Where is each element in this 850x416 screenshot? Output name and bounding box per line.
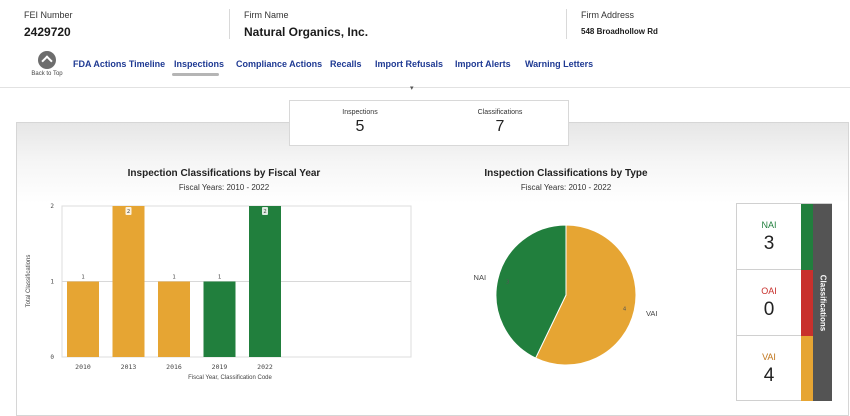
nav-recalls[interactable]: Recalls xyxy=(330,59,362,69)
firm-address-value: 548 Broadhollow Rd xyxy=(581,27,658,36)
legend-item-nai[interactable]: NAI 3 xyxy=(737,204,801,270)
nav-inspections[interactable]: Inspections xyxy=(174,59,225,69)
legend-oai-count: 0 xyxy=(763,299,775,320)
fei-number-value: 2429720 xyxy=(24,25,71,39)
nav-import-alerts[interactable]: Import Alerts xyxy=(455,59,511,69)
pie-chart-subtitle: Fiscal Years: 2010 - 2022 xyxy=(520,183,612,192)
legend-oai-name: OAI xyxy=(761,286,777,296)
classifications-tab-label: Classifications xyxy=(818,274,827,331)
nav-fda-actions-timeline[interactable]: FDA Actions Timeline xyxy=(73,59,166,69)
classifications-count-label: Classifications xyxy=(477,109,523,116)
bar-2010[interactable] xyxy=(67,281,99,358)
bar-x-tick-label: 2013 xyxy=(121,363,137,371)
pie-chart-title: Inspection Classifications by Type xyxy=(484,168,648,179)
legend-nai-count: 3 xyxy=(763,233,775,254)
pie-data-label: 3 xyxy=(506,280,509,286)
firm-name-label: Firm Name xyxy=(244,10,289,20)
arrow-up-icon xyxy=(38,51,56,69)
bar-x-tick-label: 2010 xyxy=(75,363,91,371)
firm-address-cell: Firm Address 548 Broadhollow Rd xyxy=(581,10,658,36)
bar-chart: 1 2 1 1 2 2010 2013 2016 2019 2022 0 1 2 Total Cla… xyxy=(26,203,412,381)
pie-chart: 4 VAI 3 NAI xyxy=(474,224,658,366)
pie-category-label: VAI xyxy=(646,309,658,318)
section-nav: Back to Top FDA Actions Timeline Inspect… xyxy=(0,46,850,88)
legend-oai-color-bar xyxy=(801,270,813,336)
nav-compliance-actions[interactable]: Compliance Actions xyxy=(236,59,323,69)
bar-data-label: 1 xyxy=(81,275,84,281)
bar-data-label: 1 xyxy=(172,275,175,281)
bar-x-axis-label: Fiscal Year, Classification Code xyxy=(188,375,272,381)
bar-label-bg xyxy=(262,207,268,215)
pie-category-label: NAI xyxy=(474,273,487,282)
bar-2016[interactable] xyxy=(158,281,190,358)
back-to-top-button[interactable]: Back to Top xyxy=(30,51,64,77)
bar-y-tick-label: 1 xyxy=(50,279,54,286)
firm-address-label: Firm Address xyxy=(581,10,635,20)
bar-y-axis-label: Total Classifications xyxy=(26,255,32,308)
firm-name-value: Natural Organics, Inc. xyxy=(244,25,369,39)
pie-slice-vai[interactable] xyxy=(534,224,637,366)
legend-nai-name: NAI xyxy=(761,220,777,230)
pie-slice-nai[interactable] xyxy=(495,224,567,359)
legend-nai-color-bar xyxy=(801,204,813,270)
classifications-count-value: 7 xyxy=(495,118,505,135)
classifications-count: Classifications 7 xyxy=(450,109,550,136)
classifications-tab[interactable]: Classifications xyxy=(813,204,832,401)
bar-x-tick-label: 2016 xyxy=(166,363,182,371)
header-divider xyxy=(566,9,567,39)
legend-vai-name: VAI xyxy=(762,352,776,362)
bar-data-label: 1 xyxy=(218,275,221,281)
header-divider xyxy=(229,9,230,39)
bar-y-tick-label: 0 xyxy=(50,354,54,361)
legend-vai-count: 4 xyxy=(763,365,775,386)
caret-down-icon: ▾ xyxy=(410,85,414,92)
legend-item-vai[interactable]: VAI 4 xyxy=(737,336,801,402)
classifications-legend: NAI 3 OAI 0 VAI 4 Classifications xyxy=(736,203,832,401)
legend-item-oai[interactable]: OAI 0 xyxy=(737,270,801,336)
inspections-count-label: Inspections xyxy=(342,109,378,116)
bar-x-tick-label: 2019 xyxy=(212,363,228,371)
legend-vai-color-bar xyxy=(801,336,813,401)
back-to-top-label: Back to Top xyxy=(31,71,63,77)
bar-chart-title: Inspection Classifications by Fiscal Yea… xyxy=(127,168,321,179)
bar-label-bg xyxy=(125,207,132,215)
counts-summary: Inspections 5 Classifications 7 xyxy=(289,100,569,146)
inspections-count-value: 5 xyxy=(355,118,365,135)
fei-number-label: FEI Number xyxy=(24,10,73,20)
bar-data-label: 2 xyxy=(263,209,266,215)
bar-data-label: 2 xyxy=(127,209,130,215)
firm-name-cell: Firm Name Natural Organics, Inc. xyxy=(244,10,368,39)
pie-data-label: 4 xyxy=(623,306,627,312)
inspections-count: Inspections 5 xyxy=(310,109,410,136)
bar-2022[interactable] xyxy=(249,206,281,357)
active-tab-indicator xyxy=(172,73,219,76)
fei-number-cell: FEI Number 2429720 xyxy=(24,10,73,39)
nav-import-refusals[interactable]: Import Refusals xyxy=(375,59,444,69)
bar-chart-subtitle: Fiscal Years: 2010 - 2022 xyxy=(178,183,270,192)
bar-x-tick-label: 2022 xyxy=(257,363,273,371)
bar-2019[interactable] xyxy=(203,281,236,358)
firm-header: FEI Number 2429720 Firm Name Natural Org… xyxy=(0,0,850,46)
nav-warning-letters[interactable]: Warning Letters xyxy=(525,59,594,69)
bar-y-tick-label: 2 xyxy=(50,203,54,210)
bar-2013[interactable] xyxy=(112,206,145,357)
